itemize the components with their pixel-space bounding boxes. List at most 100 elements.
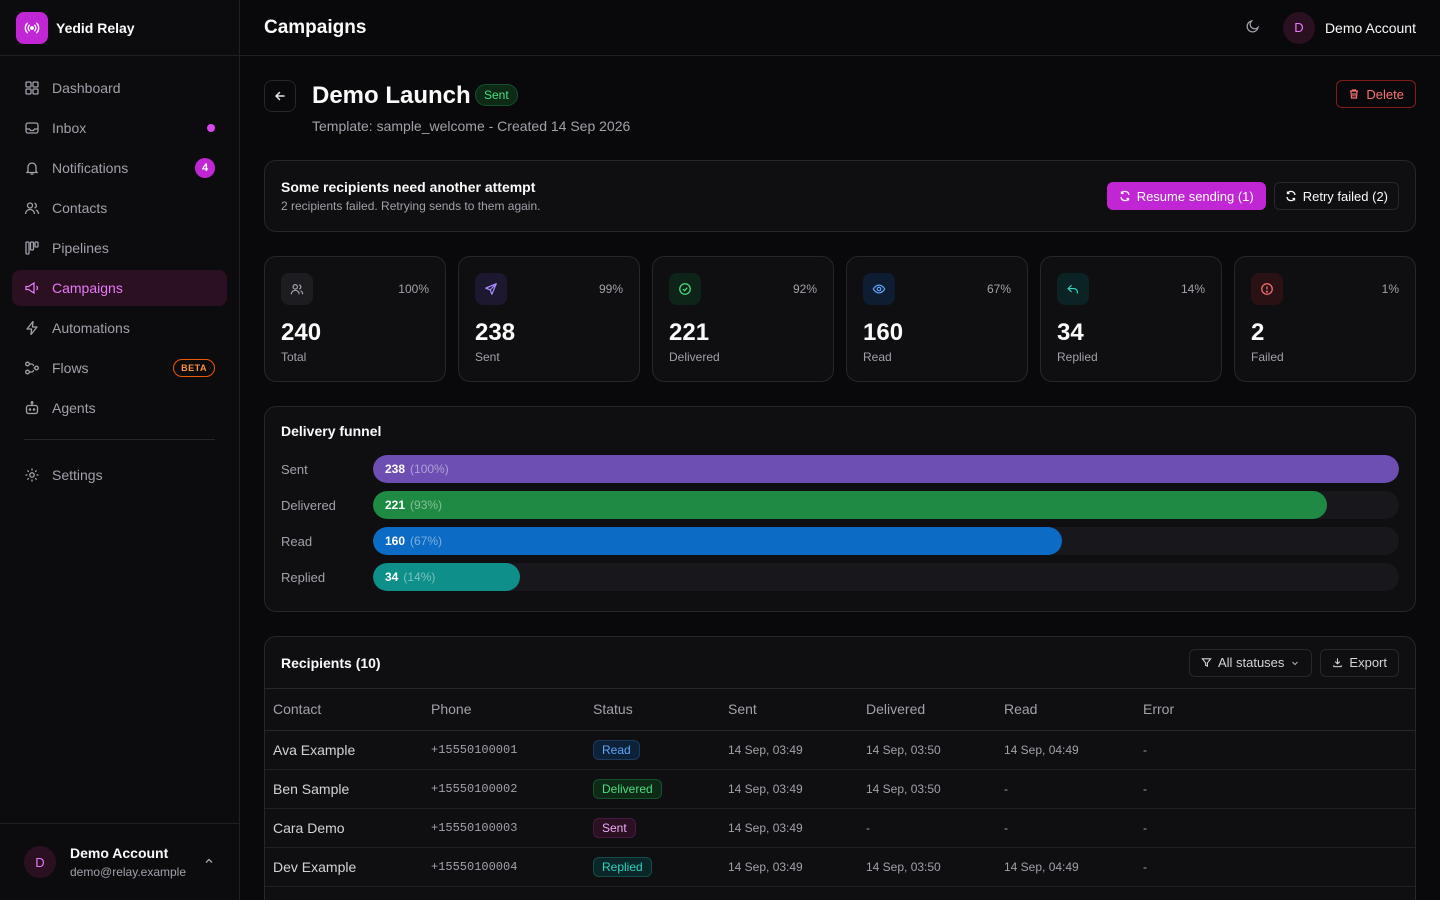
- notification-count-badge: 4: [195, 158, 215, 178]
- cell-read: 14 Sep, 04:49: [996, 847, 1135, 887]
- sidebar-item-agents[interactable]: Agents: [12, 390, 227, 426]
- grid-icon: [24, 80, 40, 96]
- users-icon: [281, 273, 313, 305]
- sidebar-item-campaigns[interactable]: Campaigns: [12, 270, 227, 306]
- avatar: D: [24, 846, 56, 878]
- account-menu[interactable]: D Demo Account demo@relay.example: [0, 823, 239, 900]
- alert-subtitle: 2 recipients failed. Retrying sends to t…: [281, 199, 541, 213]
- stat-percent: 99%: [598, 282, 623, 296]
- bolt-icon: [24, 320, 40, 336]
- funnel-row-label: Sent: [281, 461, 308, 477]
- eye-icon: [863, 273, 895, 305]
- sidebar-item-notifications[interactable]: Notifications 4: [12, 150, 227, 186]
- bell-icon: [24, 160, 40, 176]
- cell-contact: Cara Demo: [265, 808, 423, 848]
- sidebar-item-label: Pipelines: [52, 240, 109, 256]
- status-badge: Sent: [475, 84, 518, 106]
- bot-icon: [24, 400, 40, 416]
- table-row[interactable]: Ben Sample +15550100002 Delivered 14 Sep…: [265, 769, 1415, 809]
- recipients-table: Contact Phone Status Sent Delivered Read…: [265, 689, 1415, 887]
- status-badge: Replied: [593, 856, 652, 877]
- campaign-header: Demo Launch Sent Template: sample_welcom…: [264, 56, 1416, 160]
- cell-error: -: [1135, 847, 1415, 887]
- sidebar-item-label: Agents: [52, 400, 96, 416]
- sidebar-item-automations[interactable]: Automations: [12, 310, 227, 346]
- cell-read: -: [996, 808, 1135, 848]
- chevron-up-icon[interactable]: [203, 854, 215, 870]
- stat-value: 160: [863, 319, 904, 346]
- table-row[interactable]: Dev Example +15550100004 Replied 14 Sep,…: [265, 847, 1415, 887]
- kanban-icon: [24, 240, 40, 256]
- stat-value: 240: [281, 319, 322, 346]
- column-header-phone[interactable]: Phone: [423, 689, 585, 731]
- status-filter-select[interactable]: All statuses: [1188, 648, 1313, 677]
- cell-error: -: [1135, 730, 1415, 770]
- table-row[interactable]: Ava Example +15550100001 Read 14 Sep, 03…: [265, 730, 1415, 770]
- table-row[interactable]: Cara Demo +15550100003 Sent 14 Sep, 03:4…: [265, 808, 1415, 848]
- cell-delivered: 14 Sep, 03:50: [858, 730, 996, 770]
- brand-logo-icon: [16, 11, 48, 44]
- funnel-bar-percent: (14%): [403, 570, 436, 584]
- send-icon: [475, 273, 507, 305]
- sidebar-item-label: Flows: [52, 360, 89, 376]
- cell-delivered: 14 Sep, 03:50: [858, 847, 996, 887]
- stat-card-replied: 14% 34 Replied: [1040, 256, 1222, 382]
- column-header-error[interactable]: Error: [1135, 689, 1415, 731]
- funnel-bar-value: 34: [385, 570, 399, 584]
- table-header-row: Contact Phone Status Sent Delivered Read…: [265, 689, 1415, 731]
- stat-card-sent: 99% 238 Sent: [458, 256, 640, 382]
- delete-button[interactable]: Delete: [1336, 80, 1416, 108]
- resume-sending-button[interactable]: Resume sending (1): [1106, 182, 1266, 210]
- page-title: Campaigns: [264, 16, 367, 38]
- column-header-read[interactable]: Read: [996, 689, 1135, 731]
- avatar: D: [1282, 11, 1315, 44]
- campaign-subtitle: Template: sample_welcome - Created 14 Se…: [312, 118, 631, 134]
- cell-status: Sent: [585, 808, 720, 848]
- account-name: Demo Account: [70, 845, 169, 861]
- column-header-delivered[interactable]: Delivered: [858, 689, 996, 731]
- cell-read: -: [996, 769, 1135, 809]
- sidebar-item-flows[interactable]: Flows BETA: [12, 350, 227, 386]
- reply-icon: [1057, 273, 1089, 305]
- moon-icon[interactable]: [1245, 18, 1261, 37]
- cell-contact: Dev Example: [265, 847, 423, 887]
- back-button[interactable]: [264, 80, 296, 112]
- sidebar-item-dashboard[interactable]: Dashboard: [12, 70, 227, 106]
- status-badge: Delivered: [593, 778, 662, 799]
- stat-value: 221: [669, 319, 710, 346]
- column-header-contact[interactable]: Contact: [265, 689, 423, 731]
- download-icon: [1333, 658, 1343, 668]
- funnel-bar: 34 (14%): [373, 563, 520, 591]
- status-filter-label: All statuses: [1217, 655, 1285, 670]
- sidebar-item-pipelines[interactable]: Pipelines: [12, 230, 227, 266]
- cell-phone: +15550100003: [423, 808, 585, 848]
- column-header-sent[interactable]: Sent: [720, 689, 858, 731]
- unread-dot: [207, 124, 215, 132]
- user-menu[interactable]: D Demo Account: [1282, 11, 1416, 44]
- stat-label: Replied: [1057, 350, 1098, 364]
- recipients-card: Recipients (10) All statuses Export Cont…: [264, 636, 1416, 900]
- topbar: Campaigns D Demo Account: [240, 0, 1440, 56]
- retry-failed-button[interactable]: Retry failed (2): [1273, 182, 1399, 210]
- cell-contact: Ben Sample: [265, 769, 423, 809]
- stat-label: Delivered: [669, 350, 720, 364]
- sidebar-item-contacts[interactable]: Contacts: [12, 190, 227, 226]
- sidebar-item-inbox[interactable]: Inbox: [12, 110, 227, 146]
- status-badge: Read: [593, 739, 640, 760]
- export-button[interactable]: Export: [1320, 648, 1399, 677]
- column-header-status[interactable]: Status: [585, 689, 720, 731]
- stat-card-delivered: 92% 221 Delivered: [652, 256, 834, 382]
- stat-label: Read: [863, 350, 892, 364]
- cell-delivered: -: [858, 808, 996, 848]
- inbox-icon: [24, 120, 40, 136]
- sidebar-item-label: Contacts: [52, 200, 108, 216]
- funnel-row: Replied 34 (14%): [281, 563, 1399, 591]
- funnel-bar-percent: (67%): [410, 534, 443, 548]
- sidebar-item-settings[interactable]: Settings: [12, 457, 227, 493]
- user-name: Demo Account: [1324, 19, 1416, 36]
- cell-status: Read: [585, 730, 720, 770]
- stat-percent: 92%: [792, 282, 817, 296]
- gear-icon: [24, 467, 40, 483]
- brand[interactable]: Yedid Relay: [0, 0, 239, 56]
- funnel-track: 221 (93%): [373, 491, 1399, 519]
